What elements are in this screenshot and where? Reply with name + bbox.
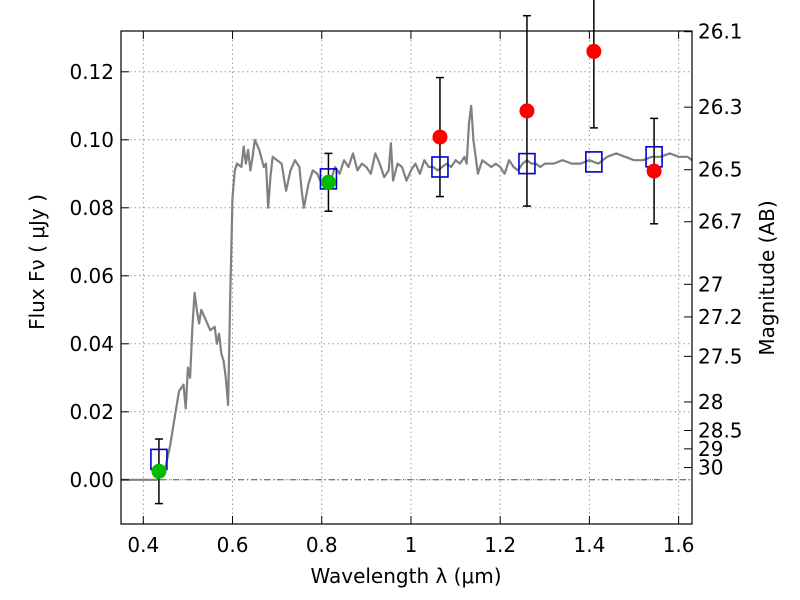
magnitude-tick-label: 26.5 [698,158,743,182]
magnitude-tick-label: 28.5 [698,419,743,443]
x-tick-label: 1.2 [484,533,516,557]
magnitude-tick-label: 26.7 [698,210,743,234]
x-tick-label: 1.6 [663,533,695,557]
x-axis-ticks: 0.4 0.6 0.8 1 1.2 1.4 1.6 [127,31,695,557]
x-tick-label: 0.8 [306,533,338,557]
magnitude-tick-label: 26.1 [698,20,743,44]
y-tick-label: 0.10 [69,128,114,152]
magnitude-tick-label: 27.5 [698,344,743,368]
spectrum-group [121,104,693,481]
observed-point [519,103,535,119]
y-tick-label: 0.02 [69,400,114,424]
magnitude-tick-label: 27.2 [698,305,743,329]
model-point-square [518,152,536,175]
y-axis-label: Flux Fν ( μJy ) [25,194,49,330]
magnitude-tick-label: 29 [698,437,723,461]
observed-point [320,174,336,190]
model-point-square [431,156,449,178]
y-axis-ticks: 0.00 0.02 0.04 0.06 0.08 0.10 0.12 [69,60,129,492]
magnitude-tick-label: 28 [698,390,723,414]
model-point-square [585,151,603,173]
y-tick-label: 0.06 [69,264,114,288]
x-axis-label: Wavelength λ (μm) [310,564,501,588]
y-tick-label: 0.12 [69,60,114,84]
magnitude-tick-label: 27 [698,272,723,296]
y-tick-label: 0.04 [69,332,114,356]
y-tick-label: 0.08 [69,196,114,220]
plot-frame [120,30,693,525]
observed-point [646,163,662,179]
magnitude-tick-label: 30 [698,456,723,480]
x-tick-label: 0.6 [217,533,249,557]
y-tick-label: 0.00 [69,468,114,492]
observed-point [432,129,448,145]
observed-point [151,463,167,479]
x-tick-label: 1 [405,533,418,557]
spectrum-line [121,104,693,481]
x-tick-label: 1.4 [573,533,605,557]
x-tick-label: 0.4 [127,533,159,557]
magnitude-tick-label: 26.3 [698,95,743,119]
observed-points [151,43,662,479]
observed-point [586,43,602,59]
magnitude-axis-label: Magnitude (AB) [755,200,779,355]
